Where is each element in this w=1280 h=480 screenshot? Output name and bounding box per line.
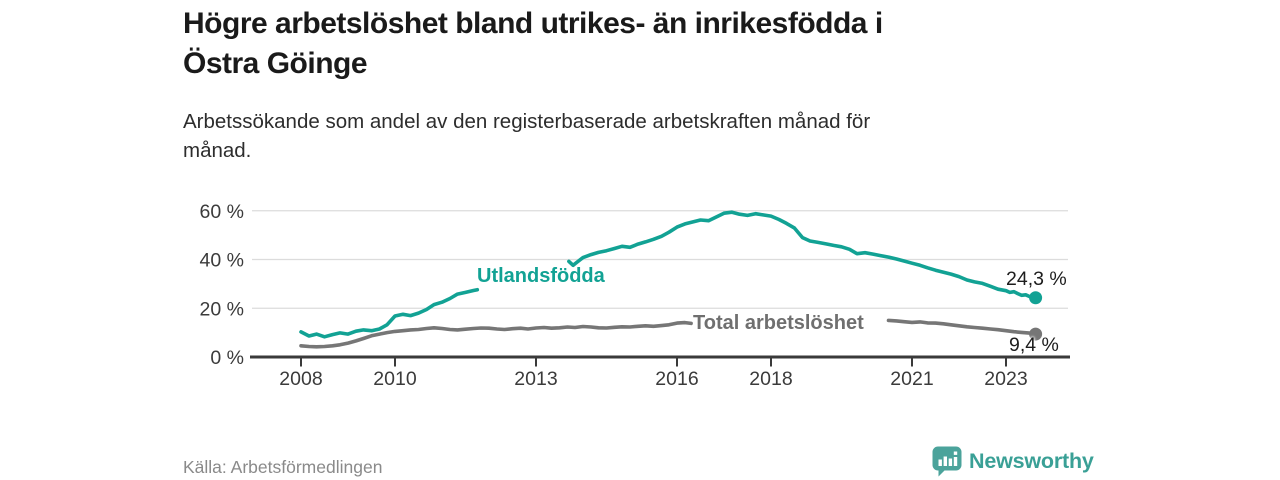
series-label-utlandsfodda: Utlandsfödda bbox=[477, 265, 605, 287]
x-tick-label-2023: 2023 bbox=[984, 368, 1027, 390]
series-line-utlandsfodda-seg1 bbox=[299, 287, 480, 339]
page-title: Högre arbetslöshet bland utrikes- än inr… bbox=[183, 4, 1083, 84]
newsworthy-logo: Newsworthy bbox=[932, 446, 1094, 477]
page-subtitle: Arbetssökande som andel av den registerb… bbox=[183, 107, 1063, 165]
series-line-total-arbetsloshet-seg1 bbox=[299, 320, 693, 349]
x-tick-label-2021: 2021 bbox=[890, 368, 933, 390]
x-tick-label-2010: 2010 bbox=[373, 368, 417, 390]
page-title-line-1: Högre arbetslöshet bland utrikes- än inr… bbox=[183, 7, 883, 40]
newsworthy-bar-chart-pin-icon bbox=[932, 446, 962, 477]
x-tick-label-2018: 2018 bbox=[749, 368, 792, 390]
y-tick-label-60: 60 % bbox=[200, 201, 244, 223]
end-value-label-utlandsfodda: 24,3 % bbox=[1006, 268, 1067, 290]
end-value-label-total-arbetsloshet: 9,4 % bbox=[1009, 334, 1059, 356]
y-tick-label-0: 0 % bbox=[210, 347, 244, 369]
y-tick-label-40: 40 % bbox=[200, 250, 244, 272]
chart-canvas: 0 % 20 % 40 % 60 % 2008 2010 2013 2016 2018 2021 2… bbox=[200, 201, 1070, 390]
source-note: Källa: Arbetsförmedlingen bbox=[183, 457, 383, 477]
y-tick-label-20: 20 % bbox=[200, 298, 244, 320]
x-tick-label-2008: 2008 bbox=[279, 368, 322, 390]
series-line-utlandsfodda-seg2 bbox=[567, 210, 1038, 300]
x-tick-label-2016: 2016 bbox=[655, 368, 698, 390]
page-subtitle-line-1: Arbetssökande som andel av den registerb… bbox=[183, 110, 871, 133]
end-dot-total-arbetsloshet bbox=[1029, 327, 1043, 341]
newsworthy-wordmark: Newsworthy bbox=[969, 449, 1094, 473]
x-tick-label-2013: 2013 bbox=[514, 368, 557, 390]
page-title-line-2: Östra Göinge bbox=[183, 47, 368, 80]
page-subtitle-line-2: månad. bbox=[183, 139, 252, 162]
end-dot-utlandsfodda bbox=[1029, 291, 1043, 305]
series-line-total-arbetsloshet-seg2 bbox=[886, 318, 1038, 336]
series-label-total-arbetsloshet: Total arbetslöshet bbox=[693, 312, 864, 334]
